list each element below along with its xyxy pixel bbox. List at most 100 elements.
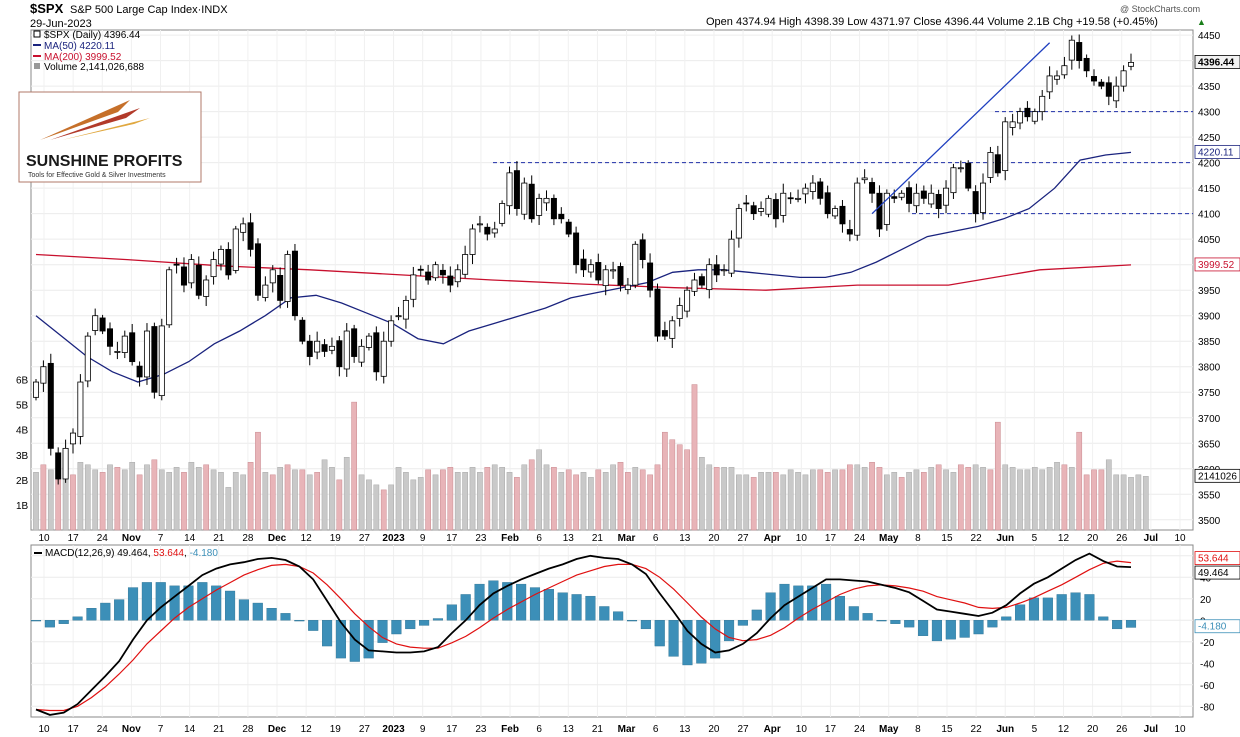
volume-bar bbox=[454, 472, 461, 531]
histogram-bar bbox=[86, 608, 97, 621]
volume-bar bbox=[551, 467, 557, 531]
date-tick-label: 27 bbox=[359, 533, 371, 544]
histogram-bar bbox=[626, 620, 638, 622]
candle-down bbox=[906, 187, 913, 204]
candle-up bbox=[499, 203, 506, 224]
candle-down bbox=[373, 332, 380, 373]
logo-ray-red bbox=[50, 108, 140, 140]
date-tick-label: 22 bbox=[971, 533, 983, 544]
volume-bar bbox=[151, 459, 158, 531]
histogram-bar bbox=[363, 620, 374, 659]
candle-up bbox=[980, 182, 987, 213]
volume-bar bbox=[898, 477, 905, 531]
ma50-tag-box bbox=[1194, 144, 1240, 159]
histogram-bar bbox=[44, 620, 55, 628]
candle-up bbox=[476, 223, 483, 226]
volume-bar bbox=[950, 472, 957, 531]
date-tick-label: 20 bbox=[708, 533, 720, 544]
macd-date-tick-label: Jul bbox=[1144, 724, 1159, 735]
candle-down bbox=[839, 205, 846, 225]
candle-up bbox=[114, 351, 121, 353]
macd-tick-label: -80 bbox=[1200, 702, 1215, 713]
volume-bar bbox=[713, 467, 720, 531]
volume-bar bbox=[610, 464, 616, 531]
symbol: $SPX bbox=[30, 1, 64, 16]
candle-up bbox=[506, 172, 513, 207]
price-tick-label: 4450 bbox=[1198, 31, 1221, 42]
last-price-tag: 4396.44 bbox=[1198, 57, 1235, 68]
histogram-bar bbox=[252, 602, 263, 621]
volume-bar bbox=[1098, 469, 1105, 531]
candle-down bbox=[772, 199, 779, 220]
date-tick-label: 10 bbox=[1174, 533, 1186, 544]
date-tick-label: 28 bbox=[242, 533, 254, 544]
macd-date-tick-label: 24 bbox=[97, 724, 109, 735]
candle-down bbox=[136, 365, 143, 378]
volume-bar bbox=[765, 472, 772, 531]
volume-bar bbox=[499, 467, 505, 531]
volume-bar bbox=[225, 487, 232, 531]
candle-up bbox=[735, 208, 742, 239]
candle-up bbox=[217, 248, 224, 265]
volume-tick-label: 4B bbox=[16, 426, 29, 437]
candle-down bbox=[972, 191, 979, 215]
macd-legend: MACD(12,26,9) 49.464, 53.644, -4.180 bbox=[34, 548, 218, 559]
volume-tick-label: 3B bbox=[16, 451, 29, 462]
price-tick-label: 4250 bbox=[1198, 133, 1221, 144]
candle-up bbox=[69, 432, 76, 445]
date-tick-label: 17 bbox=[68, 533, 80, 544]
histogram-bar bbox=[100, 602, 111, 621]
date-tick-label: Dec bbox=[268, 533, 287, 544]
candle-up bbox=[669, 320, 676, 339]
volume-bar bbox=[136, 474, 143, 531]
watermark: @ StockCharts.com bbox=[1120, 4, 1200, 14]
candle-up bbox=[188, 259, 195, 284]
date-tick-label: Apr bbox=[764, 533, 781, 544]
date-tick-label: 10 bbox=[796, 533, 808, 544]
histogram-bar bbox=[224, 590, 236, 621]
volume-bar bbox=[380, 489, 387, 531]
candle-up bbox=[832, 208, 839, 217]
macd-date-tick-label: 20 bbox=[1087, 724, 1099, 735]
logo-ray-gold bbox=[62, 118, 150, 140]
histogram-bar bbox=[529, 587, 541, 621]
histogram-bar bbox=[322, 620, 333, 647]
candle-down bbox=[351, 328, 358, 357]
candle-up bbox=[314, 340, 321, 353]
volume-bar bbox=[595, 469, 602, 531]
volume-bar bbox=[920, 472, 927, 531]
volume-bar bbox=[1039, 469, 1046, 531]
candle-up bbox=[1113, 85, 1120, 102]
volume-bar bbox=[588, 477, 594, 531]
candle-up bbox=[1039, 95, 1046, 113]
candle-down bbox=[299, 319, 306, 342]
macd-date-tick-label: May bbox=[879, 724, 899, 735]
macd-date-tick-label: Mar bbox=[618, 724, 636, 735]
candle-up bbox=[210, 259, 217, 278]
candle-down bbox=[417, 268, 424, 271]
histogram-bar bbox=[987, 620, 998, 628]
volume-bar bbox=[284, 464, 291, 531]
volume-bar bbox=[1142, 476, 1149, 531]
candle-up bbox=[158, 325, 165, 397]
price-tick-label: 3900 bbox=[1198, 312, 1221, 323]
volume-bar bbox=[403, 472, 409, 531]
volume-bar bbox=[750, 477, 757, 531]
candle-up bbox=[1017, 111, 1024, 124]
candle-up bbox=[62, 447, 69, 480]
date-tick-label: Nov bbox=[122, 533, 141, 544]
macd-date-tick-label: 26 bbox=[1116, 724, 1128, 735]
last-price-tag-box bbox=[1194, 55, 1240, 69]
candle-down bbox=[639, 239, 646, 260]
histogram-bar bbox=[446, 604, 457, 621]
volume-bar bbox=[639, 469, 646, 531]
candle-down bbox=[55, 452, 62, 480]
macd-date-tick-label: 20 bbox=[708, 724, 720, 735]
histogram-bar bbox=[1070, 592, 1081, 621]
volume-bar bbox=[188, 462, 195, 531]
candle-up bbox=[765, 197, 772, 215]
histogram-bar bbox=[1112, 620, 1123, 630]
candle-up bbox=[913, 192, 920, 207]
candle-up bbox=[395, 315, 402, 318]
candle-down bbox=[47, 362, 54, 449]
